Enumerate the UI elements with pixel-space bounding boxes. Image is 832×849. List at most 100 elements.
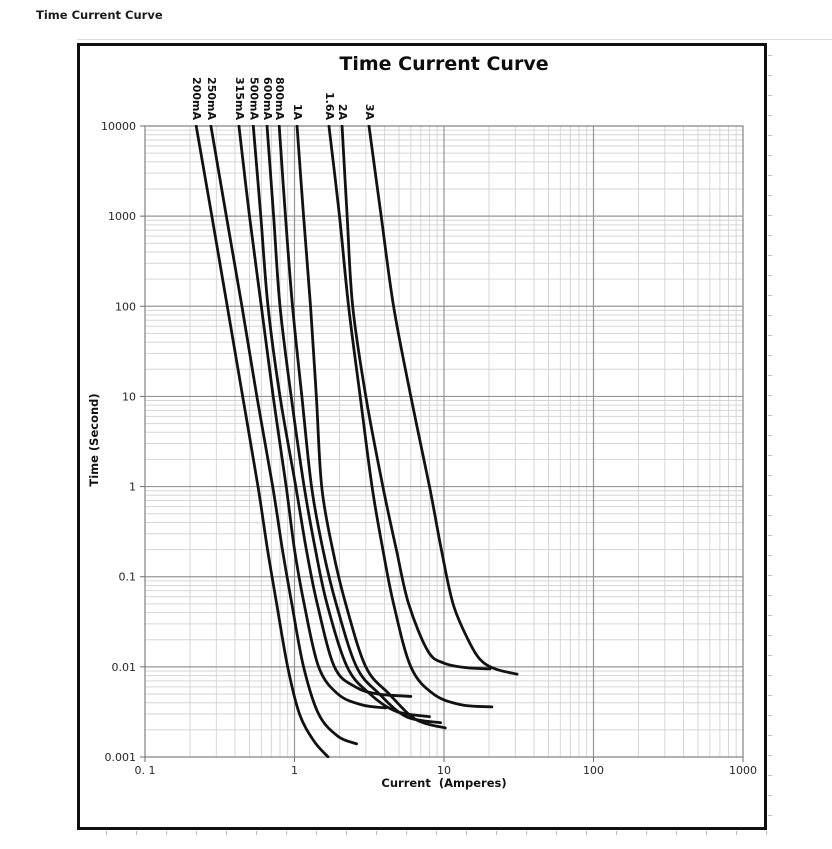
x-tick-label: 100 <box>583 764 604 777</box>
sheet-row-stub <box>768 175 772 176</box>
sheet-column-stub <box>376 831 377 835</box>
sheet-column-stub <box>346 831 347 835</box>
x-axis-title: Current (Amperes) <box>381 776 507 790</box>
curve-600mA[interactable] <box>265 125 431 719</box>
plot-area[interactable]: 0. 1 1 10 100 1000 10000 1000 100 10 1 0.1 0.01 0.00… <box>80 46 764 827</box>
x-tick-label: 1000 <box>729 764 757 777</box>
curves <box>194 125 519 758</box>
sheet-column-stub <box>466 831 467 835</box>
sheet-row-stub <box>768 135 772 136</box>
y-tick-label: 0.01 <box>112 661 137 674</box>
sheet-column-stub <box>766 831 767 835</box>
y-axis-title: Time (Second) <box>87 393 101 487</box>
sheet-column-stub <box>616 831 617 835</box>
curve-1A[interactable] <box>295 125 447 730</box>
sheet-row-stub <box>768 295 772 296</box>
curve-label-315mA: 315mA <box>233 77 246 120</box>
curve-800mA[interactable] <box>277 125 443 725</box>
y-tick-label: 1000 <box>108 210 136 223</box>
sheet-row-stub <box>768 335 772 336</box>
sheet-row-stub <box>768 115 772 116</box>
sheet-row-stub <box>768 435 772 436</box>
sheet-row-stub <box>768 595 772 596</box>
sheet-column-stub <box>106 831 107 835</box>
sheet-column-stub <box>526 831 527 835</box>
sheet-column-stub <box>556 831 557 835</box>
sheet-row-stub <box>768 235 772 236</box>
sheet-row-stub <box>768 495 772 496</box>
sheet-column-stub <box>496 831 497 835</box>
y-tick-label: 0.1 <box>119 571 137 584</box>
sheet-row-stub <box>768 535 772 536</box>
curve-label-200mA: 200mA <box>190 77 203 120</box>
sheet-row-stub <box>768 695 772 696</box>
sheet-column-stub <box>676 831 677 835</box>
sheet-row-stub <box>768 715 772 716</box>
sheet-row-stub <box>768 775 772 776</box>
sheet-row-stub <box>768 655 772 656</box>
sheet-column-stub <box>316 831 317 835</box>
sheet-row-stub <box>768 795 772 796</box>
curve-label-2A: 2A <box>336 104 349 121</box>
sheet-gridline <box>77 39 832 40</box>
sheet-column-stub <box>436 831 437 835</box>
chart-frame[interactable]: 0. 1 1 10 100 1000 10000 1000 100 10 1 0.1 0.01 0.00… <box>77 43 767 830</box>
sheet-row-stub <box>768 155 772 156</box>
sheet-row-stub <box>768 215 772 216</box>
curve-label-600mA: 600mA <box>261 77 274 120</box>
x-tick-label: 0. 1 <box>135 764 156 777</box>
chart-title: Time Current Curve <box>339 53 549 75</box>
curve-500mA[interactable] <box>251 125 413 698</box>
sheet-row-stub <box>768 95 772 96</box>
sheet-column-stub <box>406 831 407 835</box>
sheet-row-stub <box>768 415 772 416</box>
curve-2A[interactable] <box>340 125 492 671</box>
curve-250mA[interactable] <box>209 125 358 746</box>
sheet-row-stub <box>768 515 772 516</box>
sheet-row-stub <box>768 55 772 56</box>
curve-label-250mA: 250mA <box>205 77 218 120</box>
sheet-row-stub <box>768 75 772 76</box>
sheet-column-stub <box>166 831 167 835</box>
curve-label-3A: 3A <box>363 104 376 121</box>
sheet-title: Time Current Curve <box>36 8 163 22</box>
sheet-column-stub <box>286 831 287 835</box>
y-tick-label: 10000 <box>101 120 136 133</box>
y-tick-label: 1 <box>129 481 136 494</box>
sheet-row-stub <box>768 355 772 356</box>
x-tick-label: 1 <box>291 764 298 777</box>
sheet-row-stub <box>768 575 772 576</box>
curve-label-500mA: 500mA <box>247 77 260 120</box>
sheet-row-stub <box>768 615 772 616</box>
curve-200mA[interactable] <box>194 125 330 758</box>
curve-label-800mA: 800mA <box>273 77 286 120</box>
sheet-row-stub <box>768 755 772 756</box>
sheet-row-stub <box>768 555 772 556</box>
sheet-column-stub <box>706 831 707 835</box>
curve-1.6A[interactable] <box>327 125 494 709</box>
sheet-column-stub <box>646 831 647 835</box>
sheet-row-stub <box>768 455 772 456</box>
sheet-row-stub <box>768 195 772 196</box>
curve-label-1.6A: 1.6A <box>323 92 336 120</box>
axis-ticks <box>140 125 744 762</box>
sheet-row-stub <box>768 735 772 736</box>
sheet-row-stub <box>768 475 772 476</box>
sheet-row-stub <box>768 255 772 256</box>
sheet-row-stub <box>768 375 772 376</box>
x-tick-label: 10 <box>437 764 451 777</box>
sheet-column-stub <box>256 831 257 835</box>
sheet-column-stub <box>136 831 137 835</box>
sheet-column-stub <box>736 831 737 835</box>
sheet-row-stub <box>768 815 772 816</box>
sheet-row-stub <box>768 675 772 676</box>
curve-315mA[interactable] <box>237 125 388 710</box>
sheet-row-stub <box>768 275 772 276</box>
y-tick-label: 0.001 <box>105 751 137 764</box>
sheet-column-stub <box>586 831 587 835</box>
sheet-row-stub <box>768 395 772 396</box>
curve-3A[interactable] <box>367 125 519 676</box>
y-tick-label: 100 <box>115 300 136 313</box>
sheet-row-stub <box>768 635 772 636</box>
